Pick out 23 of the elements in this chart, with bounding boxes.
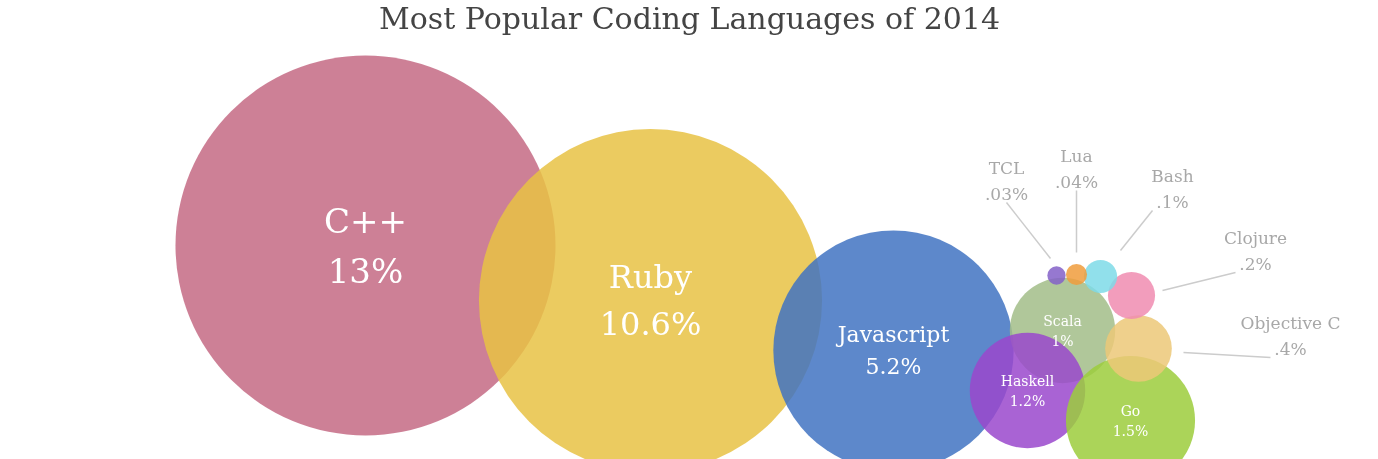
data-label: 1% [1051,332,1074,349]
category-label: Scala [1043,312,1082,329]
data-label: .04% [1054,171,1099,192]
category-label: Go [1120,402,1141,419]
data-label: .4% [1274,338,1307,359]
category-label: Javascript [835,322,950,348]
data-label: 1.2% [1009,392,1046,409]
category-label: Haskell [1000,372,1055,389]
data-label: 13% [327,250,404,291]
data-label: .1% [1156,191,1189,212]
category-label: Clojure [1223,227,1288,248]
category-label: Bash [1151,165,1194,186]
category-label: Ruby [608,257,693,296]
text: Most Popular Coding Languages of 2014 [378,1,1001,36]
category-label: C++ [324,200,407,241]
data-label: 1.5% [1112,422,1149,439]
category-label: Lua [1060,145,1093,166]
data-label: .03% [984,183,1029,204]
category-label: TCL [988,157,1025,178]
data-label: .2% [1239,253,1272,274]
data-label: 10.6% [599,305,702,344]
data-label: 5.2% [865,353,922,379]
category-label: Objective C [1240,312,1341,333]
